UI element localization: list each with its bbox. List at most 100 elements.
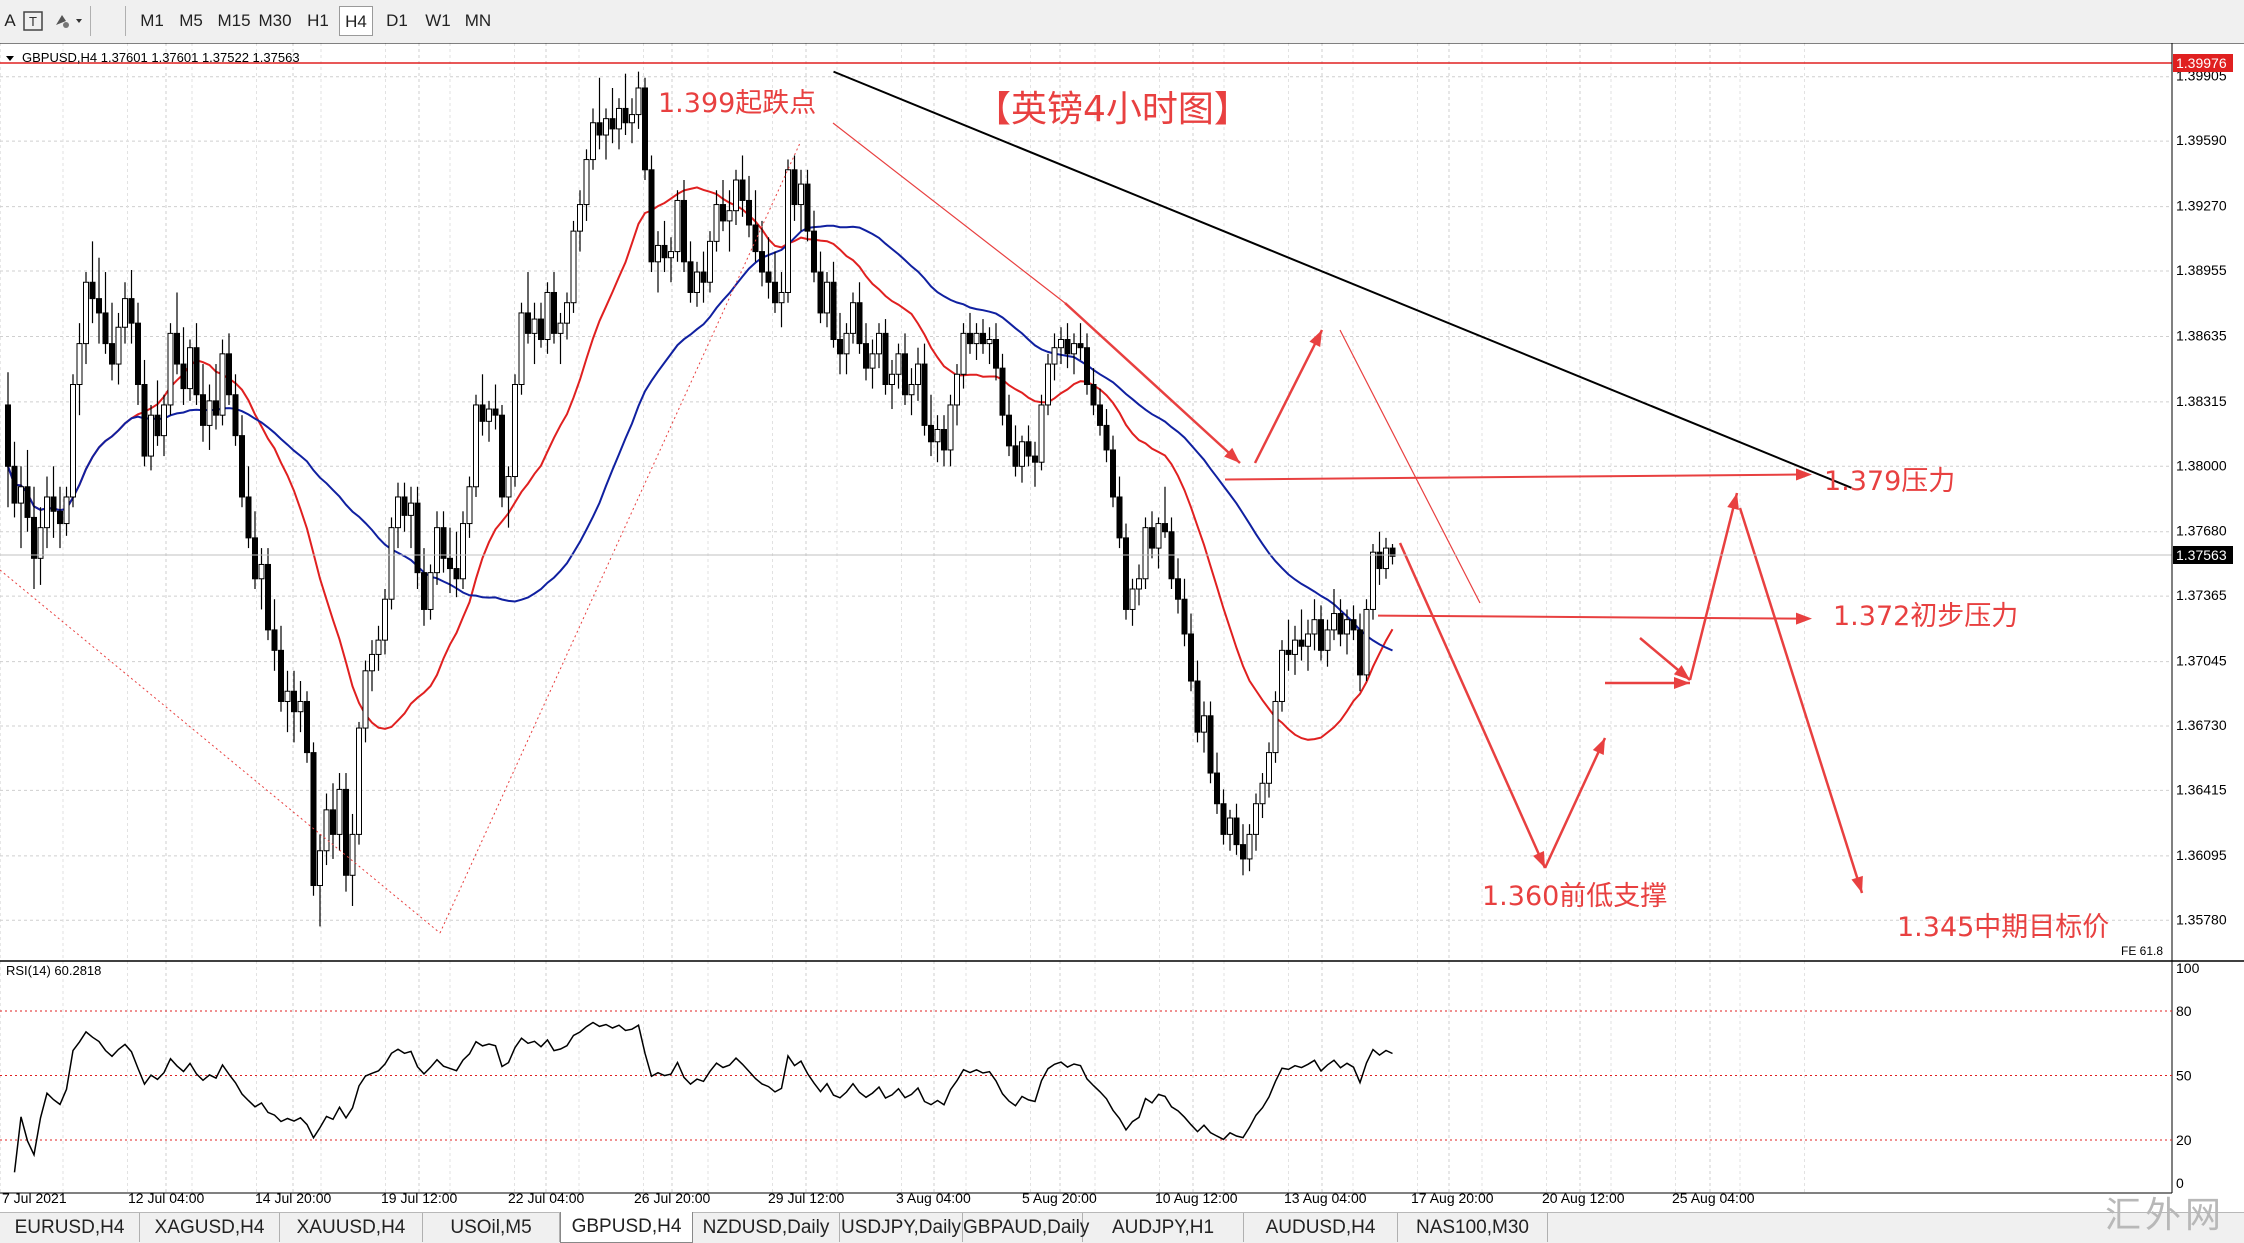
y-tick-label: 1.38000 bbox=[2176, 457, 2227, 473]
chart-title: 【英镑4小时图】 bbox=[975, 89, 1250, 130]
candle bbox=[1038, 404, 1045, 463]
timeframe-h1[interactable]: H1 bbox=[307, 11, 329, 30]
y-tick-label: 1.38315 bbox=[2176, 393, 2227, 409]
shapes-icon[interactable] bbox=[52, 6, 86, 36]
x-tick-label: 10 Aug 12:00 bbox=[1155, 1190, 1238, 1206]
candle bbox=[778, 291, 785, 304]
candle bbox=[1344, 619, 1350, 635]
rsi-label: RSI(14) 60.2818 bbox=[6, 963, 101, 978]
tab-gbpaud-daily[interactable]: GBPAUD,Daily bbox=[963, 1213, 1089, 1242]
candle bbox=[986, 339, 993, 345]
candle bbox=[154, 414, 161, 437]
analysis-arrow bbox=[1688, 492, 1739, 681]
candle bbox=[206, 400, 213, 426]
candle bbox=[694, 271, 700, 293]
candle bbox=[109, 343, 115, 365]
timeframe-m1[interactable]: M1 bbox=[140, 11, 164, 30]
candle bbox=[1123, 537, 1129, 610]
candle bbox=[427, 572, 434, 610]
candle bbox=[798, 183, 804, 206]
bid-price-box bbox=[2173, 54, 2233, 72]
timeframe-m30[interactable]: M30 bbox=[258, 11, 292, 30]
candle bbox=[369, 653, 375, 672]
tab-usdjpy-daily[interactable]: USDJPY,Daily bbox=[840, 1213, 963, 1242]
candle bbox=[544, 291, 551, 341]
y-tick-label: 1.37680 bbox=[2176, 523, 2227, 539]
tab-nzdusd-daily[interactable]: NZDUSD,Daily bbox=[693, 1213, 840, 1242]
y-tick-label: 1.38635 bbox=[2176, 327, 2227, 343]
candle bbox=[382, 598, 388, 641]
candle bbox=[616, 107, 622, 130]
timeframe-m15[interactable]: M15 bbox=[217, 11, 251, 30]
candle bbox=[336, 788, 343, 835]
arrow-head bbox=[1309, 330, 1322, 347]
candle bbox=[395, 496, 401, 529]
x-tick-label: 17 Aug 20:00 bbox=[1411, 1190, 1494, 1206]
tab-audjpy-h1[interactable]: AUDJPY,H1 bbox=[1083, 1213, 1244, 1242]
candle bbox=[837, 339, 843, 355]
candle bbox=[681, 199, 687, 263]
annotation-1360: 1.360前低支撑 bbox=[1482, 881, 1667, 912]
y-tick-label: 1.36730 bbox=[2176, 717, 2227, 733]
candle bbox=[785, 169, 791, 293]
timeframe-d1[interactable]: D1 bbox=[386, 11, 408, 30]
candle bbox=[1077, 343, 1084, 349]
candle bbox=[843, 332, 850, 355]
candle bbox=[1142, 527, 1149, 580]
tab-audusd-h4[interactable]: AUDUSD,H4 bbox=[1244, 1213, 1398, 1242]
current-price-box bbox=[2173, 546, 2233, 564]
text-box-icon[interactable]: T bbox=[22, 6, 44, 36]
rsi-line bbox=[13, 1021, 1393, 1173]
candle bbox=[1227, 817, 1233, 835]
analysis-arrow bbox=[1543, 737, 1607, 869]
candle bbox=[1116, 496, 1123, 539]
tab-gbpusd-h4[interactable]: GBPUSD,H4 bbox=[560, 1212, 693, 1243]
candle bbox=[96, 298, 102, 314]
timeframe-m5[interactable]: M5 bbox=[179, 11, 203, 30]
candle bbox=[1285, 649, 1292, 655]
candle bbox=[908, 384, 915, 396]
timeframe-w1[interactable]: W1 bbox=[425, 11, 451, 30]
analysis-line bbox=[1339, 329, 1481, 604]
candle bbox=[824, 281, 830, 314]
candle bbox=[1370, 551, 1376, 610]
timeframe-h4[interactable]: H4 bbox=[339, 6, 373, 36]
annotation-1345: 1.345中期目标价 bbox=[1897, 912, 2109, 943]
candle bbox=[1376, 551, 1383, 570]
candle bbox=[1350, 619, 1357, 631]
tab-xagusd-h4[interactable]: XAGUSD,H4 bbox=[140, 1213, 280, 1242]
candle bbox=[674, 199, 681, 253]
candle bbox=[590, 122, 596, 161]
price-labels: 1.39976 1.37563 bbox=[2173, 54, 2233, 564]
candle bbox=[609, 118, 616, 130]
text-a-icon[interactable]: A bbox=[4, 11, 16, 30]
candle bbox=[1357, 629, 1363, 676]
candle bbox=[1266, 752, 1272, 784]
tab-eurusd-h4[interactable]: EURUSD,H4 bbox=[0, 1213, 140, 1242]
tab-usoil-m5[interactable]: USOil,M5 bbox=[423, 1213, 560, 1242]
rsi-panel: 100 80 50 20 0 bbox=[0, 960, 2200, 1191]
annotation-1379: 1.379压力 bbox=[1824, 466, 1955, 497]
candle bbox=[297, 700, 304, 713]
candle bbox=[863, 343, 869, 369]
tab-nas100-m30[interactable]: NAS100,M30 bbox=[1398, 1213, 1548, 1242]
candle bbox=[1279, 649, 1285, 702]
candle bbox=[954, 373, 960, 406]
axes: 1.399051.395901.392701.389551.386351.383… bbox=[0, 43, 2244, 1206]
candle bbox=[1246, 833, 1253, 860]
candle bbox=[356, 727, 362, 835]
tab-xauusd-h4[interactable]: XAUUSD,H4 bbox=[280, 1213, 423, 1242]
analysis-arrow bbox=[1738, 507, 1864, 894]
arrow-head bbox=[1851, 875, 1863, 893]
arrow-head bbox=[1727, 493, 1739, 510]
candle bbox=[180, 363, 187, 390]
candle bbox=[1129, 588, 1136, 610]
candle bbox=[1337, 613, 1344, 635]
chart-area[interactable]: 1.399051.395901.392701.389551.386351.383… bbox=[0, 43, 2244, 1212]
candle bbox=[583, 159, 590, 206]
candle bbox=[213, 400, 219, 416]
candle bbox=[1298, 639, 1305, 647]
x-tick-label: 22 Jul 04:00 bbox=[508, 1190, 584, 1206]
annotation-1399: 1.399起跌点 bbox=[658, 88, 816, 119]
timeframe-mn[interactable]: MN bbox=[464, 11, 492, 30]
